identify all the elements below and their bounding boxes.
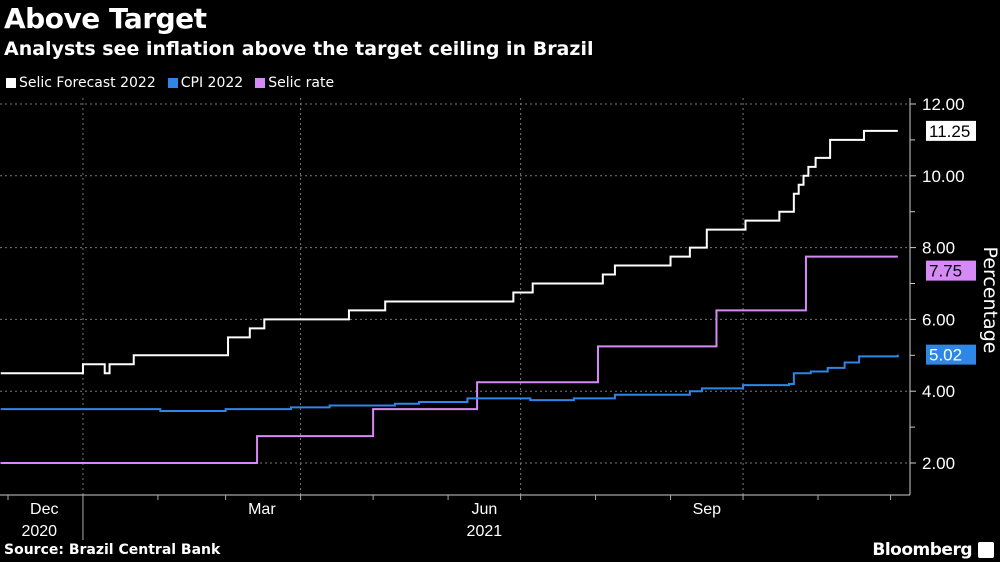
y-tick-label: 10.00 bbox=[922, 167, 965, 186]
y-axis-label: Percentage bbox=[979, 246, 1000, 354]
legend-swatch bbox=[6, 78, 16, 88]
series-line-selic-rate bbox=[0, 255, 898, 464]
legend-label: CPI 2022 bbox=[180, 75, 244, 91]
value-tag-cpi bbox=[918, 344, 976, 365]
legend-item-selic-forecast: Selic Forecast 2022 bbox=[6, 75, 156, 91]
bloomberg-icon bbox=[978, 542, 994, 558]
legend-swatch bbox=[255, 78, 266, 88]
value-tag-label-selic-forecast: 11.25 bbox=[929, 122, 970, 141]
x-tick-label: Mar bbox=[248, 501, 276, 518]
y-tick-label: 8.00 bbox=[922, 239, 955, 258]
legend-item-selic-rate: Selic rate bbox=[255, 75, 334, 91]
x-tick-label: Dec bbox=[30, 501, 58, 518]
chart-subtitle: Analysts see inflation above the target … bbox=[4, 38, 594, 60]
chart-title: Above Target bbox=[4, 2, 207, 35]
x-year-label: 2020 bbox=[21, 523, 57, 540]
x-year-label: 2021 bbox=[467, 523, 503, 540]
series-line-cpi bbox=[0, 354, 899, 412]
source-note: Source: Brazil Central Bank bbox=[4, 542, 221, 558]
x-tick-label: Jun bbox=[471, 501, 497, 518]
y-tick-label: 12.00 bbox=[922, 95, 965, 114]
value-tag-selic-rate bbox=[918, 256, 976, 281]
x-tick-label: Sep bbox=[693, 501, 722, 518]
y-tick-label: 2.00 bbox=[922, 454, 955, 473]
value-tag-label-cpi: 5.02 bbox=[929, 346, 962, 365]
value-tag-selic-forecast bbox=[918, 120, 976, 141]
value-tag-label-selic-rate: 7.75 bbox=[929, 262, 962, 281]
legend-label: Selic rate bbox=[268, 75, 335, 91]
legend: Selic Forecast 2022 CPI 2022 Selic rate bbox=[6, 75, 334, 91]
y-tick-label: 4.00 bbox=[922, 382, 955, 401]
series-line-selic-forecast bbox=[0, 129, 898, 375]
legend-item-cpi: CPI 2022 bbox=[167, 75, 244, 91]
legend-swatch bbox=[167, 78, 178, 88]
bloomberg-logo: Bloomberg bbox=[872, 540, 972, 560]
legend-label: Selic Forecast 2022 bbox=[19, 75, 156, 91]
y-tick-label: 6.00 bbox=[922, 310, 955, 329]
